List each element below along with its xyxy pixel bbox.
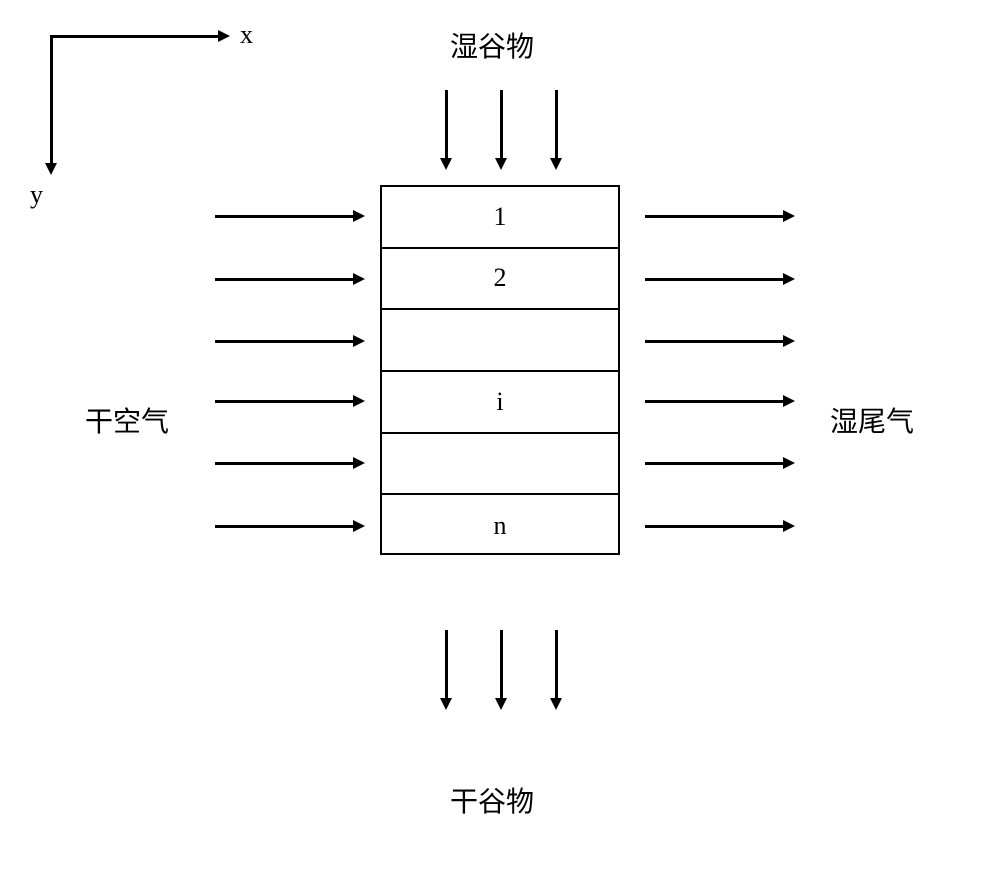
left-label: 干空气 — [85, 400, 169, 440]
y-axis-line — [50, 35, 53, 165]
cell-5 — [382, 434, 618, 496]
cell-2: 2 — [382, 249, 618, 311]
y-axis-arrow — [45, 163, 57, 175]
cell-n: n — [382, 495, 618, 557]
tower: 1 2 i n — [380, 185, 620, 555]
top-label: 湿谷物 — [450, 25, 534, 65]
cell-1: 1 — [382, 187, 618, 249]
x-axis-arrow — [218, 30, 230, 42]
y-axis-label: y — [30, 180, 43, 210]
x-axis-label: x — [240, 20, 253, 50]
right-label: 湿尾气 — [830, 400, 914, 440]
diagram-container: x y 湿谷物 1 2 i n 干空气 — [0, 0, 1000, 890]
cell-i: i — [382, 372, 618, 434]
bottom-label: 干谷物 — [450, 780, 534, 820]
x-axis-line — [50, 35, 220, 38]
cell-3 — [382, 310, 618, 372]
